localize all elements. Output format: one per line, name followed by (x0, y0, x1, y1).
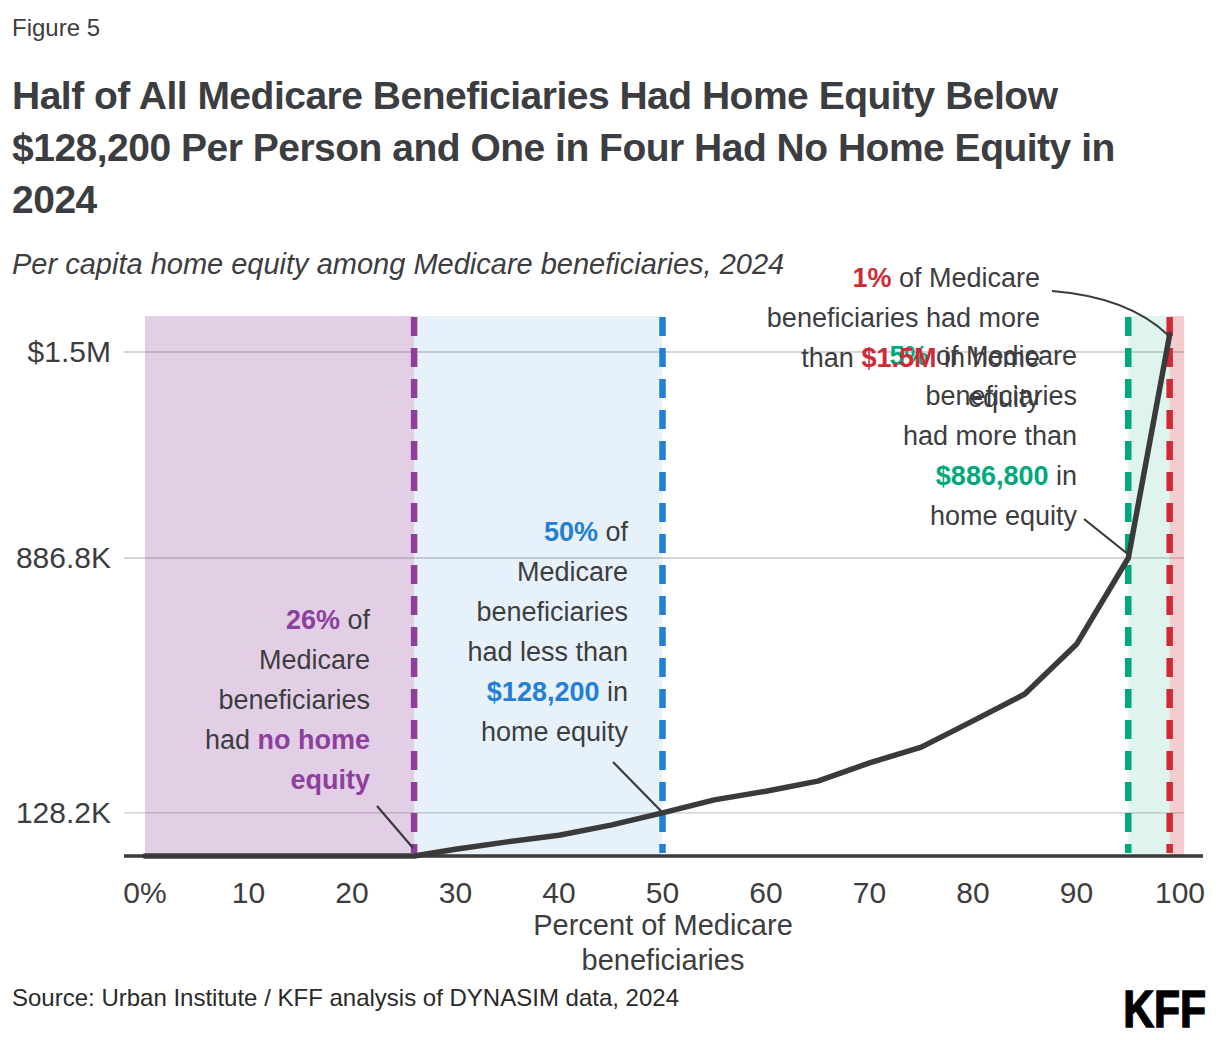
annotation-line: 50% of (467, 512, 628, 552)
annotation-accent-value: equity (290, 765, 370, 795)
annotation-1-percent-above-1-5m: 1% of Medicare beneficiaries had more than… (767, 258, 1040, 418)
x-axis-title-line: Percent of Medicare (533, 908, 793, 943)
annotation-line: beneficiaries had more (767, 298, 1040, 338)
annotation-accent-value: 1% (852, 263, 891, 293)
y-tick-label-886.8K: 886.8K (16, 541, 111, 575)
annotation-50-percent-below-128200: 50% of Medicare beneficiaries had less than… (467, 512, 628, 752)
annotation-text: in (1048, 461, 1077, 491)
region-top-5-percent-band (1128, 316, 1169, 856)
annotation-text: home equity (930, 501, 1077, 531)
annotation-text: of Medicare (891, 263, 1040, 293)
x-tick-label-100: 100 (1155, 876, 1205, 910)
annotation-accent-value: 50% (544, 517, 598, 547)
annotation-text: in home (936, 343, 1040, 373)
annotation-line: $128,200 in (467, 672, 628, 712)
annotation-text: beneficiaries (218, 685, 370, 715)
x-axis-title: Percent of Medicarebeneficiaries (533, 908, 793, 978)
annotation-text: Medicare (517, 557, 628, 587)
kff-logo: KFF (1123, 979, 1206, 1039)
annotation-line: equity (767, 378, 1040, 418)
annotation-line: equity (205, 760, 370, 800)
annotation-text: had more than (903, 421, 1077, 451)
x-tick-label-60: 60 (749, 876, 782, 910)
x-tick-label-50: 50 (646, 876, 679, 910)
annotation-line: beneficiaries (467, 592, 628, 632)
x-axis-title-line: beneficiaries (533, 943, 793, 978)
x-tick-label-70: 70 (853, 876, 886, 910)
annotation-line: had more than (889, 416, 1077, 456)
annotation-text: than (801, 343, 861, 373)
x-tick-label-0: 0% (123, 876, 166, 910)
source-note: Source: Urban Institute / KFF analysis o… (12, 984, 679, 1012)
annotation-text: home equity (481, 717, 628, 747)
x-tick-label-20: 20 (335, 876, 368, 910)
y-tick-label-1.5M: $1.5M (28, 335, 111, 369)
figure-container: { "figure_label": "Figure 5", "title_lin… (0, 0, 1220, 1040)
annotation-line: 1% of Medicare (767, 258, 1040, 298)
annotation-text: in (599, 677, 628, 707)
annotation-line: than $1.5M in home (767, 338, 1040, 378)
annotation-accent-value: 26% (286, 605, 340, 635)
annotation-line: home equity (467, 712, 628, 752)
annotation-accent-value: $128,200 (487, 677, 600, 707)
annotation-line: had no home (205, 720, 370, 760)
annotation-accent-value: no home (258, 725, 371, 755)
annotation-line: beneficiaries (205, 680, 370, 720)
annotation-text: equity (968, 383, 1040, 413)
annotation-line: Medicare (205, 640, 370, 680)
x-tick-label-30: 30 (439, 876, 472, 910)
annotation-text: beneficiaries (476, 597, 628, 627)
annotation-line: $886,800 in (889, 456, 1077, 496)
x-tick-label-10: 10 (232, 876, 265, 910)
x-tick-label-80: 80 (956, 876, 989, 910)
annotation-text: of (598, 517, 628, 547)
pointer-annotation-5-percent-above-886800 (1084, 519, 1129, 555)
annotation-line: had less than (467, 632, 628, 672)
annotation-26-percent-no-home-equity: 26% of Medicare beneficiaries had no home eq… (205, 600, 370, 800)
annotation-line: Medicare (467, 552, 628, 592)
annotation-text: beneficiaries had more (767, 303, 1040, 333)
x-tick-label-90: 90 (1060, 876, 1093, 910)
annotation-accent-value: $1.5M (861, 343, 936, 373)
x-tick-label-40: 40 (542, 876, 575, 910)
annotation-line: home equity (889, 496, 1077, 536)
annotation-text: of (340, 605, 370, 635)
annotation-text: had less than (467, 637, 628, 667)
annotation-line: 26% of (205, 600, 370, 640)
y-tick-label-128.2K: 128.2K (16, 796, 111, 830)
annotation-text: had (205, 725, 258, 755)
annotation-text: Medicare (259, 645, 370, 675)
annotation-accent-value: $886,800 (936, 461, 1049, 491)
